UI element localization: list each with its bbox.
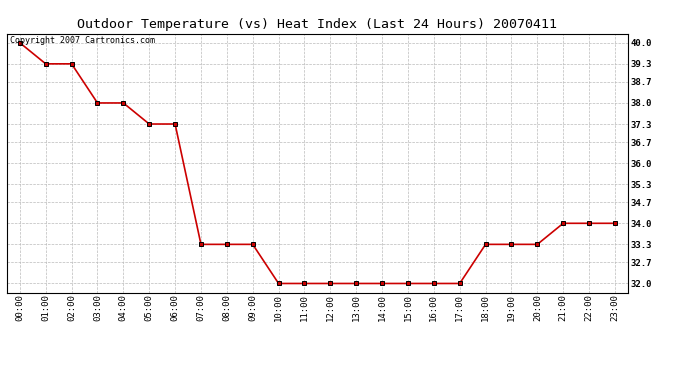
Title: Outdoor Temperature (vs) Heat Index (Last 24 Hours) 20070411: Outdoor Temperature (vs) Heat Index (Las… [77, 18, 558, 31]
Text: Copyright 2007 Cartronics.com: Copyright 2007 Cartronics.com [10, 36, 155, 45]
